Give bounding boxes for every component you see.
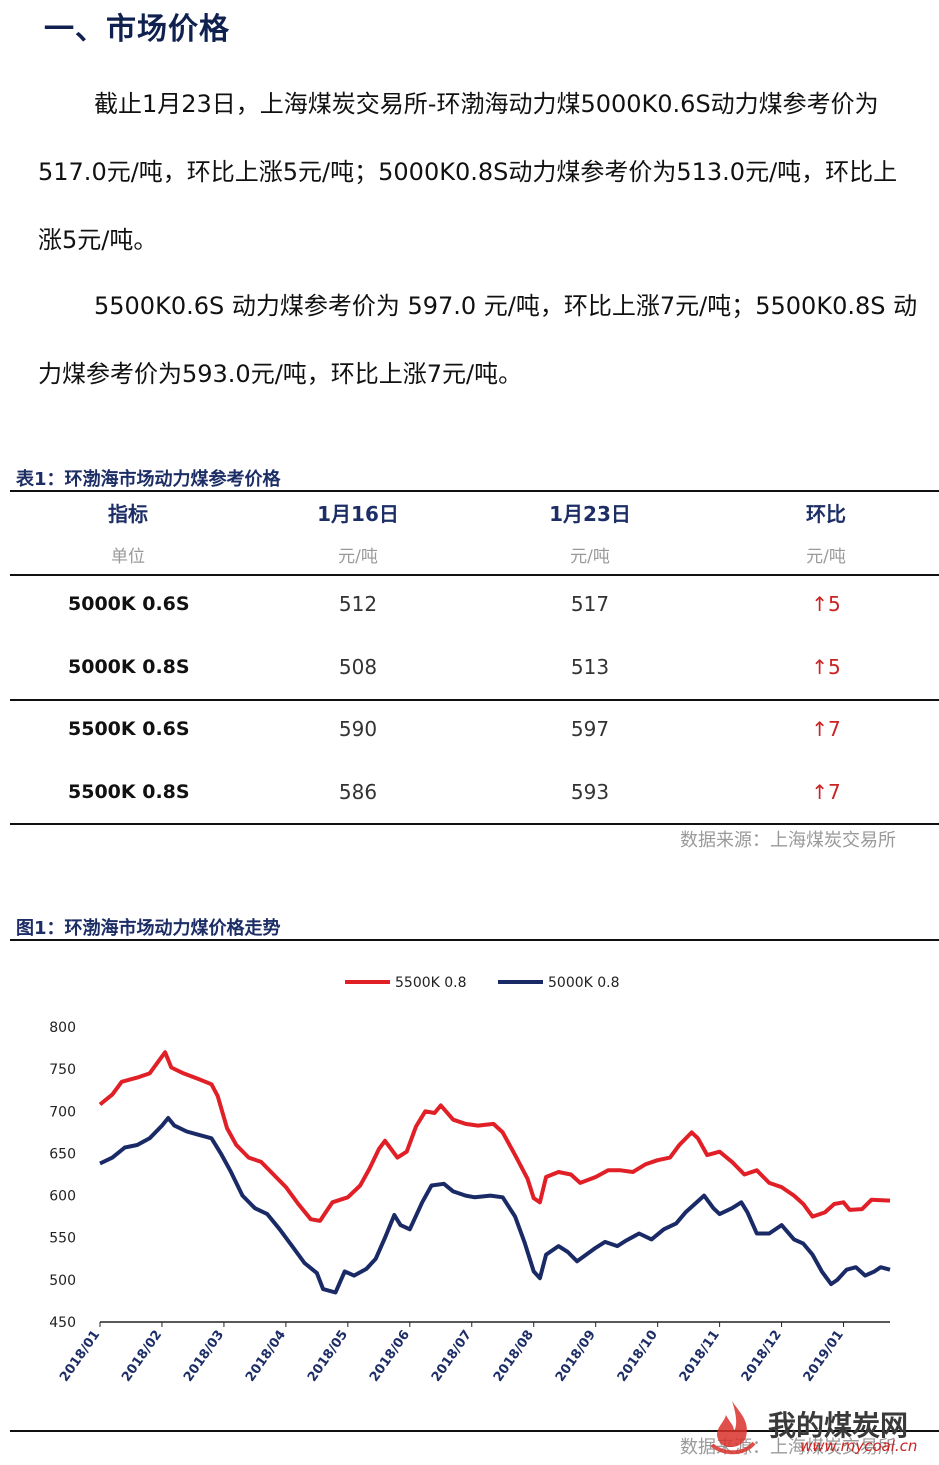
- legend-label: 5000K 0.8: [548, 975, 620, 991]
- row-prev-value: 586: [338, 780, 378, 804]
- row-prev-value: 590: [338, 717, 378, 741]
- y-tick-label: 500: [49, 1273, 76, 1289]
- y-tick-label: 450: [49, 1315, 76, 1331]
- x-tick-label: 2018/05: [305, 1328, 351, 1385]
- row-label: 5000K 0.8S: [68, 656, 190, 678]
- row-change-value: ↑5: [811, 592, 841, 616]
- y-tick-label: 650: [49, 1146, 76, 1162]
- figure-top-rule: [10, 939, 939, 941]
- series-line-5500k: [98, 1050, 891, 1223]
- watermark-flame-icon: [710, 1401, 756, 1455]
- header-curr-date: 1月23日: [549, 502, 631, 526]
- row-curr-value: 513: [570, 655, 610, 679]
- x-tick-label: 2018/01: [57, 1328, 103, 1385]
- paragraph-5000k: 截止1月23日，上海煤炭交易所-环渤海动力煤5000K0.6S动力煤参考价为51…: [38, 90, 898, 254]
- x-tick-label: 2018/02: [119, 1328, 165, 1385]
- y-tick-label: 750: [49, 1062, 76, 1078]
- row-curr-value: 597: [570, 717, 610, 741]
- table-header-rule: [10, 574, 939, 576]
- x-tick-label: 2018/12: [739, 1328, 785, 1385]
- unit-indicator: 单位: [111, 547, 145, 567]
- price-trend-chart: 450 500 550 600 650 700 750 800 2018/01 2018/02 20…: [49, 975, 891, 1385]
- unit-prev: 元/吨: [338, 547, 378, 567]
- series-line-5000k: [99, 1116, 891, 1295]
- row-curr-value: 593: [570, 780, 610, 804]
- x-tick-label: 2018/03: [181, 1328, 227, 1385]
- y-tick-label: 550: [49, 1231, 76, 1247]
- row-change-value: ↑7: [811, 717, 841, 741]
- row-prev-value: 508: [338, 655, 378, 679]
- y-tick-label: 600: [49, 1189, 76, 1205]
- unit-curr: 元/吨: [570, 547, 610, 567]
- figure-bottom-rule: [10, 1430, 939, 1432]
- paragraph-5500k: 5500K0.6S 动力煤参考价为 597.0 元/吨，环比上涨7元/吨；550…: [38, 292, 918, 388]
- row-prev-value: 512: [338, 592, 378, 616]
- legend-label: 5500K 0.8: [395, 975, 467, 991]
- watermark-text: 我的煤炭网: [768, 1409, 909, 1442]
- header-change: 环比: [806, 502, 846, 526]
- section-title: 一、市场价格: [44, 12, 230, 47]
- table-top-rule: [10, 490, 939, 492]
- y-tick-label: 800: [49, 1020, 76, 1036]
- x-tick-label: 2018/09: [553, 1328, 599, 1385]
- x-tick-label: 2018/08: [491, 1328, 537, 1385]
- row-change-value: ↑5: [811, 655, 841, 679]
- row-change-value: ↑7: [811, 780, 841, 804]
- figure-caption: 图1：环渤海市场动力煤价格走势: [16, 918, 281, 939]
- row-label: 5000K 0.6S: [68, 593, 190, 615]
- header-indicator: 指标: [108, 502, 148, 526]
- x-tick-label: 2018/04: [243, 1328, 289, 1385]
- y-tick-label: 700: [49, 1104, 76, 1120]
- table-source-note: 数据来源：上海煤炭交易所: [680, 830, 896, 851]
- table-group-rule: [10, 699, 939, 701]
- row-label: 5500K 0.8S: [68, 781, 190, 803]
- x-tick-label: 2018/10: [615, 1328, 661, 1385]
- x-tick-label: 2018/11: [677, 1328, 723, 1385]
- header-prev-date: 1月16日: [317, 502, 399, 526]
- table-caption: 表1：环渤海市场动力煤参考价格: [16, 469, 281, 490]
- table-bottom-rule: [10, 823, 939, 825]
- x-tick-label: 2018/06: [367, 1328, 413, 1385]
- row-curr-value: 517: [570, 592, 610, 616]
- unit-change: 元/吨: [806, 547, 846, 567]
- row-label: 5500K 0.6S: [68, 718, 190, 740]
- watermark-url: www.mycoal.cn: [800, 1437, 918, 1455]
- x-tick-label: 2018/07: [429, 1328, 475, 1385]
- x-tick-label: 2019/01: [801, 1328, 847, 1385]
